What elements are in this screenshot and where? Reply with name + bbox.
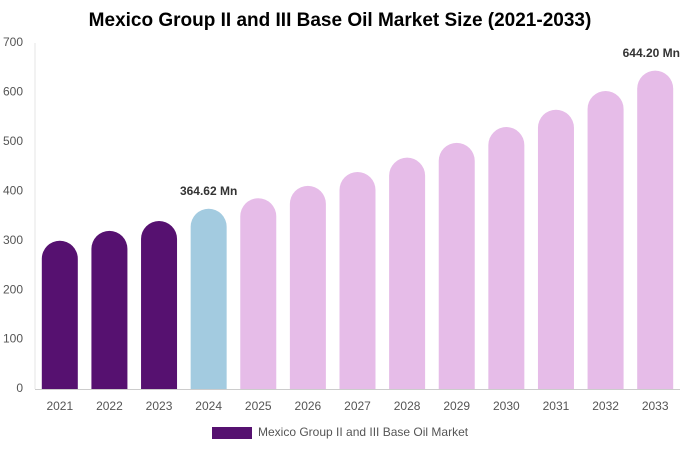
y-tick-label: 400 bbox=[3, 183, 23, 197]
x-tick-label: 2029 bbox=[443, 399, 470, 413]
y-tick-label: 100 bbox=[3, 332, 23, 346]
bar bbox=[91, 230, 128, 389]
y-tick-label: 600 bbox=[3, 85, 23, 99]
chart-title: Mexico Group II and III Base Oil Market … bbox=[89, 10, 592, 31]
bar bbox=[488, 127, 525, 390]
bar bbox=[190, 208, 227, 389]
x-tick-label: 2027 bbox=[344, 399, 371, 413]
x-tick-label: 2030 bbox=[493, 399, 520, 413]
bar bbox=[41, 240, 78, 389]
x-tick-label: 2028 bbox=[394, 399, 421, 413]
x-tick-label: 2023 bbox=[146, 399, 173, 413]
x-tick-label: 2025 bbox=[245, 399, 272, 413]
bar bbox=[339, 172, 376, 389]
x-tick-label: 2022 bbox=[96, 399, 123, 413]
value-label: 364.62 Mn bbox=[180, 184, 237, 198]
bar bbox=[141, 220, 178, 389]
bar bbox=[240, 198, 277, 389]
y-tick-label: 0 bbox=[16, 381, 23, 395]
x-tick-label: 2026 bbox=[295, 399, 322, 413]
bar bbox=[389, 157, 426, 389]
y-tick-label: 500 bbox=[3, 134, 23, 148]
x-tick-label: 2021 bbox=[46, 399, 73, 413]
x-tick-label: 2031 bbox=[543, 399, 570, 413]
y-tick-label: 200 bbox=[3, 282, 23, 296]
value-label: 644.20 Mn bbox=[623, 46, 680, 60]
y-tick-label: 700 bbox=[3, 35, 23, 49]
bar bbox=[438, 142, 475, 389]
bar bbox=[637, 70, 674, 389]
y-tick-label: 300 bbox=[3, 233, 23, 247]
x-tick-label: 2033 bbox=[642, 399, 669, 413]
bar bbox=[587, 90, 624, 390]
legend-label: Mexico Group II and III Base Oil Market bbox=[258, 425, 469, 439]
bar bbox=[537, 109, 574, 389]
x-tick-label: 2024 bbox=[195, 399, 222, 413]
legend-swatch bbox=[212, 427, 252, 439]
bar bbox=[289, 185, 326, 389]
x-tick-label: 2032 bbox=[592, 399, 619, 413]
